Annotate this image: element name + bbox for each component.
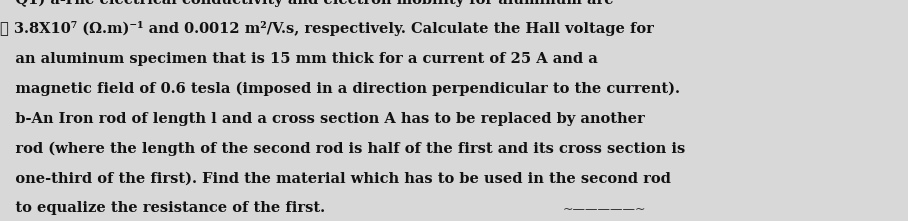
Text: one-third of the first). Find the material which has to be used in the second ro: one-third of the first). Find the materi… xyxy=(0,172,671,186)
Text: b-An Iron rod of length l and a cross section A has to be replaced by another: b-An Iron rod of length l and a cross se… xyxy=(0,112,645,126)
Text: ⨽ 3.8X10⁷ (Ω.m)⁻¹ and 0.0012 m²/V.s, respectively. Calculate the Hall voltage fo: ⨽ 3.8X10⁷ (Ω.m)⁻¹ and 0.0012 m²/V.s, res… xyxy=(0,21,654,36)
Text: Q1) a-The electrical conductivity and electron mobility for aluminum are: Q1) a-The electrical conductivity and el… xyxy=(0,0,614,7)
Text: rod (where the length of the second rod is half of the first and its cross secti: rod (where the length of the second rod … xyxy=(0,141,686,156)
Text: an aluminum specimen that is 15 mm thick for a current of 25 A and a: an aluminum specimen that is 15 mm thick… xyxy=(0,52,597,66)
Text: magnetic field of 0.6 tesla (imposed in a direction perpendicular to the current: magnetic field of 0.6 tesla (imposed in … xyxy=(0,82,680,96)
Text: to equalize the resistance of the first.: to equalize the resistance of the first. xyxy=(0,202,325,215)
Text: ~—————~: ~—————~ xyxy=(563,202,646,215)
